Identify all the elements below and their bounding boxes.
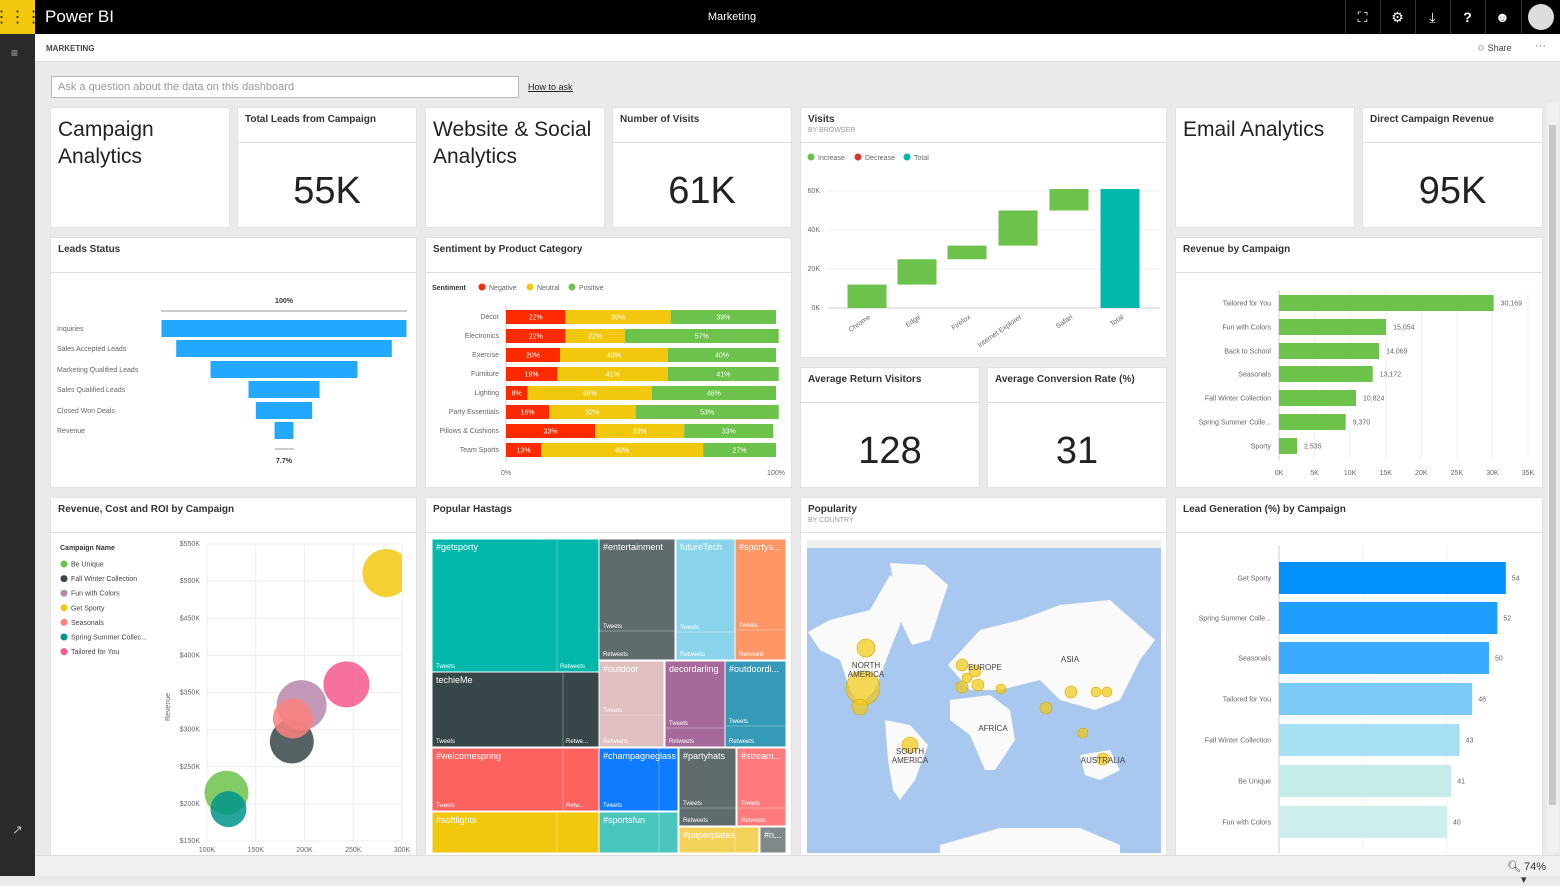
smiley-icon[interactable]: ☻ [1485,0,1519,34]
share-icon: ♲ [1477,43,1488,53]
fullscreen-icon[interactable]: ⛶ [1345,0,1379,34]
avatar-icon[interactable] [1521,0,1560,34]
tile-title: Total Leads from Campaign [238,108,416,143]
tile-title: Revenue, Cost and ROI by Campaign [51,498,416,533]
vertical-scrollbar[interactable] [1547,103,1558,853]
tile-popularity-map[interactable]: Popularity BY COUNTRY [800,497,1167,867]
tile-leads-status[interactable]: Leads Status [50,237,417,488]
tile-sentiment[interactable]: Sentiment by Product Category [425,237,792,488]
app-launcher-icon[interactable]: ⋮⋮⋮ [0,0,42,34]
tile-title: Average Conversion Rate (%) [988,368,1166,403]
tile-avg-return-visitors[interactable]: Average Return Visitors 128 [800,367,980,488]
tile-revenue-cost-roi[interactable]: Revenue, Cost and ROI by Campaign [50,497,417,867]
tile-campaign-analytics[interactable]: Campaign Analytics [50,107,230,228]
tile-number-of-visits[interactable]: Number of Visits 61K [612,107,792,228]
download-icon[interactable]: ⤓ [1415,0,1449,34]
left-nav-rail: ≡ ↗ [0,34,35,876]
tile-title: Revenue by Campaign [1176,238,1542,273]
tile-title: Sentiment by Product Category [426,238,791,273]
share-button[interactable]: ♲ Share [1477,43,1512,54]
kpi-value: 95K [1418,170,1487,212]
tile-total-leads[interactable]: Total Leads from Campaign 55K [237,107,417,228]
tile-title: Number of Visits [613,108,791,143]
tile-visits-by-browser[interactable]: Visits BY BROWSER [800,107,1167,358]
qa-input[interactable] [51,76,519,98]
tile-website-social[interactable]: Website & Social Analytics [425,107,605,228]
tile-title: Popularity BY COUNTRY [801,498,1166,533]
tile-title: Average Return Visitors [801,368,979,403]
tile-title: Visits BY BROWSER [801,108,1166,143]
tile-heading: Website & Social Analytics [433,118,592,168]
tile-direct-revenue[interactable]: Direct Campaign Revenue 95K [1362,107,1543,228]
tile-title: Leads Status [51,238,416,273]
kpi-value: 55K [293,170,361,212]
help-icon[interactable]: ? [1450,0,1484,34]
tile-email-analytics[interactable]: Email Analytics [1175,107,1355,228]
tile-popular-hashtags[interactable]: Popular Hastags [425,497,792,867]
brand-name: Power BI [45,7,114,26]
more-options-button[interactable]: ··· [1535,40,1546,52]
zoom-level[interactable]: 🔍︎ 74% ▾ [1507,861,1547,886]
share-label: Share [1487,43,1512,53]
tile-avg-conversion[interactable]: Average Conversion Rate (%) 31 [987,367,1167,488]
kpi-value: 128 [858,430,922,472]
status-bar: 🔍︎ 74% ▾ [35,855,1560,886]
workspace-label: MARKETING [46,44,95,53]
how-to-ask-link[interactable]: How to ask [528,82,573,92]
kpi-value: 61K [668,170,736,212]
scrollbar-thumb[interactable] [1549,125,1556,805]
kpi-value: 31 [1055,430,1099,472]
expand-arrow-icon[interactable]: ↗ [12,822,23,837]
tile-lead-generation[interactable]: Lead Generation (%) by Campaign [1175,497,1543,867]
top-bar: ⋮⋮⋮ Power BI Marketing ⛶ ⚙ ⤓ ? ☻ [0,0,1560,34]
page-title: Marketing [707,11,757,23]
tile-title: Direct Campaign Revenue [1363,108,1542,143]
hamburger-menu-icon[interactable]: ≡ [11,46,19,60]
zoom-icon: 🔍︎ [1507,861,1525,873]
gear-icon[interactable]: ⚙ [1380,0,1414,34]
tile-heading: Campaign Analytics [58,118,154,168]
sub-header: MARKETING ♲ Share ··· [35,34,1560,62]
tile-heading: Email Analytics [1183,118,1325,141]
tile-revenue-by-campaign[interactable]: Revenue by Campaign [1175,237,1543,488]
tile-title: Lead Generation (%) by Campaign [1176,498,1542,533]
tile-title: Popular Hastags [426,498,791,533]
